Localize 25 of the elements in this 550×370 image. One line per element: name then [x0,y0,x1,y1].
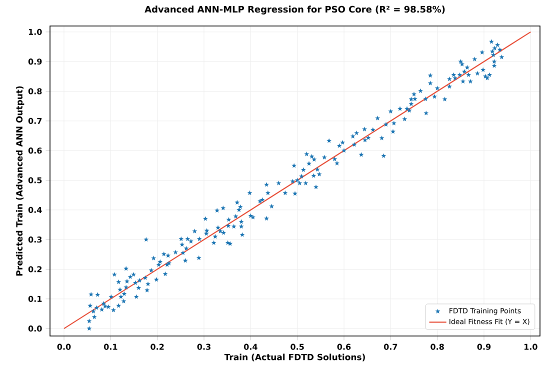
x-tick-label: 0.9 [477,344,491,350]
y-axis-title: Predicted Train (Advanced ANN Output) [16,86,24,276]
y-tick-label: 0.8 [28,88,42,94]
y-tick-label: 0.0 [28,326,42,332]
y-tick-label: 0.5 [28,177,42,184]
y-tick-label: 0.3 [28,236,42,243]
y-tick-label: 0.2 [28,266,42,272]
x-tick-label: 0.6 [337,344,351,350]
x-axis-title: Train (Actual FDTD Solutions) [224,354,365,362]
x-tick-label: 0.3 [197,344,210,350]
x-tick-label: 0.7 [384,344,398,350]
y-tick-label: 0.6 [28,148,42,154]
x-tick-label: 0.0 [57,344,71,350]
y-tick-label: 0.1 [28,296,42,302]
x-tick-label: 0.1 [104,344,118,350]
y-tick-label: 1.0 [28,28,42,35]
chart-title: Advanced ANN-MLP Regression for PSO Core (R² = 98.58%) [144,6,445,14]
y-tick-label: 0.4 [28,206,42,213]
y-tick-label: 0.7 [28,118,42,124]
y-tick-label: 0.9 [28,58,42,65]
x-tick-label: 0.4 [244,344,258,350]
x-tick-label: 1.0 [524,344,538,350]
x-tick-label: 0.2 [150,344,164,350]
x-tick-label: 0.5 [290,344,304,350]
x-tick-label: 0.8 [430,344,444,350]
